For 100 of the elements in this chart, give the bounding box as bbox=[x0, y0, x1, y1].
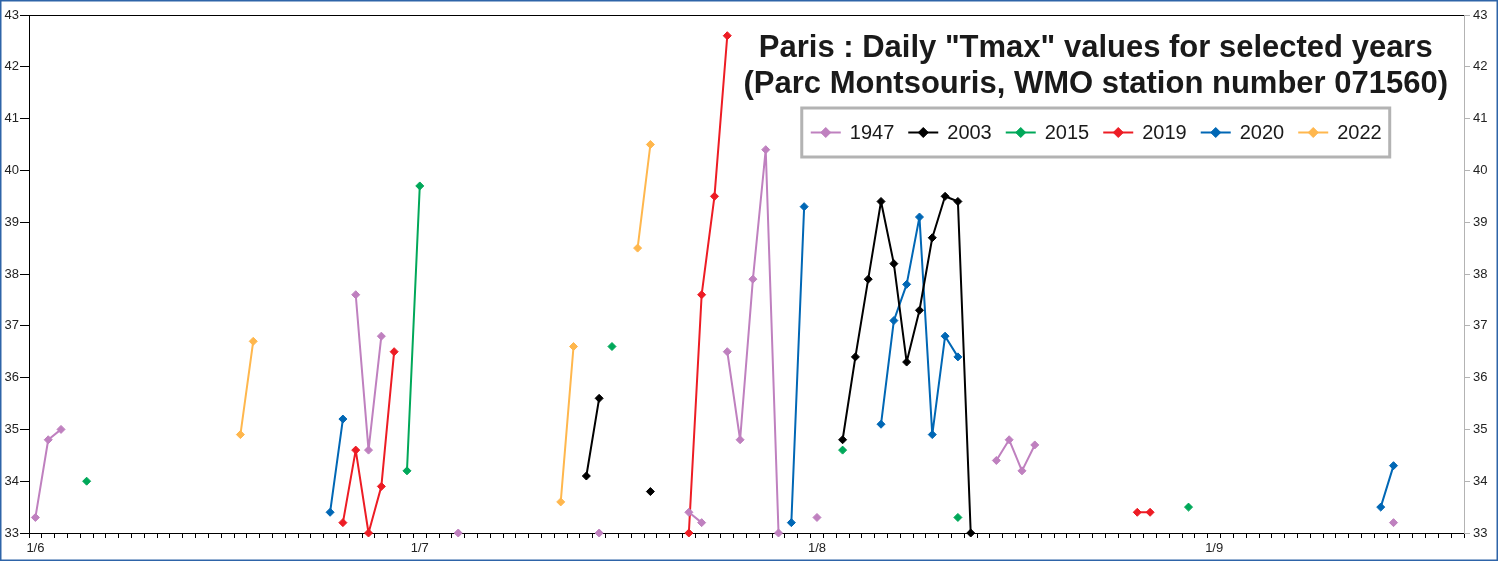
point bbox=[953, 512, 963, 522]
point bbox=[581, 471, 591, 481]
x-tick-label: 1/8 bbox=[807, 540, 827, 556]
point bbox=[594, 528, 604, 538]
legend-label: 2022 bbox=[1337, 121, 1382, 144]
point bbox=[774, 528, 784, 538]
point bbox=[953, 196, 963, 206]
point bbox=[338, 414, 348, 424]
point bbox=[376, 331, 386, 341]
y2-tick-label: 43 bbox=[1473, 6, 1488, 22]
point bbox=[684, 507, 694, 517]
point bbox=[889, 259, 899, 269]
point bbox=[415, 181, 425, 191]
point bbox=[351, 445, 361, 455]
y2-tick-label: 37 bbox=[1473, 317, 1488, 333]
point bbox=[697, 518, 707, 528]
y2-tick-label: 41 bbox=[1473, 110, 1488, 126]
x-tick-label: 1/9 bbox=[1205, 540, 1224, 556]
legend-label: 1947 bbox=[849, 121, 895, 144]
point bbox=[1030, 440, 1040, 450]
point bbox=[876, 419, 886, 429]
y-tick-label: 41 bbox=[4, 110, 19, 126]
y2-tick-label: 42 bbox=[1473, 58, 1488, 74]
point bbox=[927, 233, 937, 243]
point bbox=[30, 512, 40, 522]
point bbox=[838, 445, 848, 455]
point bbox=[838, 435, 848, 445]
y2-tick-label: 40 bbox=[1473, 161, 1488, 177]
point bbox=[722, 347, 732, 357]
point bbox=[1184, 502, 1194, 512]
x-tick-label: 1/6 bbox=[26, 540, 45, 556]
point bbox=[402, 466, 412, 476]
point bbox=[876, 196, 886, 206]
y-tick-label: 38 bbox=[4, 265, 19, 281]
point bbox=[1376, 502, 1386, 512]
point bbox=[389, 347, 399, 357]
y-tick-label: 35 bbox=[4, 420, 19, 436]
point bbox=[902, 357, 912, 367]
point bbox=[786, 518, 796, 528]
legend-label: 2020 bbox=[1239, 121, 1285, 144]
point bbox=[991, 455, 1001, 465]
y-tick-label: 34 bbox=[4, 472, 19, 488]
point bbox=[902, 279, 912, 289]
legend-label: 2019 bbox=[1142, 121, 1187, 144]
point bbox=[1132, 507, 1142, 517]
point bbox=[953, 352, 963, 362]
legend-label: 2015 bbox=[1044, 121, 1090, 144]
point bbox=[940, 191, 950, 201]
point bbox=[812, 512, 822, 522]
point bbox=[248, 336, 258, 346]
y-tick-label: 39 bbox=[4, 213, 19, 229]
y-tick-label: 37 bbox=[4, 317, 19, 333]
y2-tick-label: 36 bbox=[1473, 369, 1488, 385]
point bbox=[364, 445, 374, 455]
y2-tick-label: 33 bbox=[1473, 524, 1488, 540]
point bbox=[594, 393, 604, 403]
y-tick-label: 43 bbox=[4, 6, 19, 22]
point bbox=[927, 430, 937, 440]
x-tick-label: 1/7 bbox=[410, 540, 429, 556]
point bbox=[709, 191, 719, 201]
y-tick-label: 36 bbox=[4, 369, 19, 385]
y2-tick-label: 35 bbox=[1473, 420, 1488, 436]
point bbox=[761, 145, 771, 155]
point bbox=[863, 274, 873, 284]
point bbox=[56, 424, 66, 434]
point bbox=[1004, 435, 1014, 445]
y2-tick-label: 38 bbox=[1473, 265, 1488, 281]
point bbox=[914, 212, 924, 222]
point bbox=[645, 140, 655, 149]
y2-tick-label: 34 bbox=[1473, 472, 1488, 488]
y2-tick-label: 39 bbox=[1473, 213, 1488, 229]
point bbox=[1389, 461, 1399, 471]
point bbox=[43, 435, 53, 445]
legend-label: 2003 bbox=[947, 121, 992, 144]
y-tick-label: 40 bbox=[4, 161, 19, 177]
y-tick-label: 33 bbox=[4, 524, 19, 540]
point bbox=[645, 487, 655, 497]
point bbox=[235, 430, 245, 440]
point bbox=[453, 528, 463, 538]
point bbox=[684, 528, 694, 538]
point bbox=[735, 435, 745, 445]
point bbox=[556, 497, 566, 507]
point bbox=[82, 476, 92, 486]
point bbox=[697, 290, 707, 300]
point bbox=[633, 243, 643, 253]
point bbox=[325, 507, 335, 517]
point bbox=[914, 305, 924, 315]
text: Paris : Daily "Tmax" values for selected years (Parc Montsouris, WMO station number 071560) bbox=[743, 29, 1448, 100]
point bbox=[1389, 518, 1399, 528]
point bbox=[889, 316, 899, 326]
point bbox=[940, 331, 950, 341]
point bbox=[1145, 507, 1155, 517]
point bbox=[376, 481, 386, 491]
point bbox=[338, 518, 348, 528]
point bbox=[748, 274, 758, 284]
point bbox=[1017, 466, 1027, 476]
point bbox=[850, 352, 860, 362]
y-tick-label: 42 bbox=[4, 58, 19, 74]
point bbox=[607, 342, 617, 352]
point bbox=[966, 528, 976, 538]
